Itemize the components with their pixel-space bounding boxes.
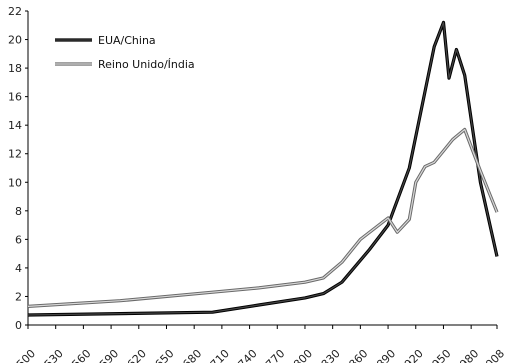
legend-label: Reino Unido/Índia [98,58,195,71]
legend-label: EUA/China [98,34,156,47]
y-tick-label: 12 [8,148,22,161]
y-tick-label: 0 [15,319,22,332]
series-0 [27,20,499,317]
y-tick-label: 14 [8,119,22,132]
legend: EUA/China Reino Unido/Índia [55,34,195,71]
x-tick-label: 1890 [369,347,398,363]
y-tick-label: 2 [15,290,22,303]
x-tick-label: 1710 [203,347,232,363]
x-tick-label: 1800 [286,347,315,363]
y-tick-label: 18 [8,62,22,75]
y-tick-label: 4 [15,262,22,275]
x-tick-label: 2008 [478,347,507,363]
y-tick-label: 16 [8,91,22,104]
x-axis: 1500153015601590162016501680171017401770… [9,324,507,363]
x-tick-label: 1620 [120,347,149,363]
x-tick-label: 1500 [9,347,38,363]
series-line [27,21,498,316]
series-lines [27,20,499,317]
x-tick-label: 1740 [231,347,260,363]
y-tick-label: 10 [8,176,22,189]
x-tick-label: 1950 [425,347,454,363]
series-line-outline [27,127,499,308]
x-tick-label: 1650 [148,347,177,363]
y-tick-label: 22 [8,5,22,18]
series-line [27,128,498,307]
x-tick-label: 1560 [65,347,94,363]
x-tick-label: 1530 [37,347,66,363]
series-1 [27,127,499,308]
x-tick-label: 1860 [341,347,370,363]
y-axis: 0 2 4 6 8 10 12 14 16 18 20 22 [8,5,29,332]
y-tick-label: 6 [15,233,22,246]
x-tick-label: 1920 [397,347,426,363]
x-tick-label: 1830 [314,347,343,363]
x-tick-label: 1590 [92,347,121,363]
y-tick-label: 20 [8,34,22,47]
x-tick-label: 1980 [452,347,481,363]
x-tick-label: 1770 [258,347,287,363]
x-tick-label: 1680 [175,347,204,363]
y-tick-label: 8 [15,205,22,218]
